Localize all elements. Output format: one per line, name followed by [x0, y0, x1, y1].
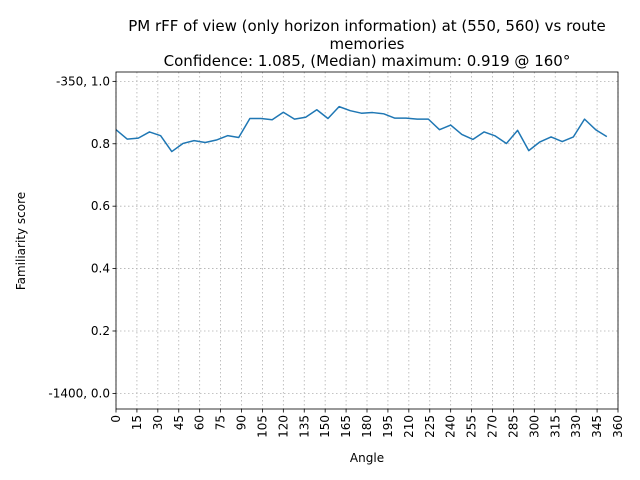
x-tick-label: 270: [486, 415, 500, 438]
chart-title-line-2: memories: [329, 35, 404, 53]
y-axis-label: Familiarity score: [14, 192, 28, 290]
x-axis-ticks: 0 15 30 45 60 75 90 105 120 135 150 165 180 195 210 225…: [109, 409, 625, 438]
y-tick-label: -350, 1.0: [56, 74, 110, 88]
y-tick-label: 0.2: [91, 324, 110, 338]
y-tick-label: -1400, 0.0: [48, 386, 110, 400]
x-tick-label: 315: [548, 415, 562, 438]
x-tick-label: 165: [339, 415, 353, 438]
grid-lines: [115, 72, 619, 409]
x-tick-label: 180: [360, 415, 374, 438]
y-axis-ticks: -1400, 0.0 0.2 0.4 0.6 0.8 -350, 1.0: [48, 74, 116, 400]
x-tick-label: 30: [151, 415, 165, 430]
series-line: [115, 105, 608, 153]
data-series: [115, 105, 608, 153]
y-tick-label: 0.4: [91, 262, 110, 276]
x-tick-label: 135: [297, 415, 311, 438]
chart-title: PM rFF of view (only horizon information…: [128, 17, 606, 70]
x-axis-label: Angle: [350, 451, 384, 465]
y-tick-label: 0.6: [91, 199, 110, 213]
x-tick-label: 90: [235, 415, 249, 430]
x-tick-label: 105: [255, 415, 269, 438]
x-tick-label: 330: [569, 415, 583, 438]
x-tick-label: 75: [214, 415, 228, 430]
x-tick-label: 225: [423, 415, 437, 438]
x-tick-label: 150: [318, 415, 332, 438]
chart-title-line-3: Confidence: 1.085, (Median) maximum: 0.9…: [164, 52, 571, 70]
x-tick-label: 60: [193, 415, 207, 430]
chart-title-line-1: PM rFF of view (only horizon information…: [128, 17, 606, 35]
y-tick-label: 0.8: [91, 137, 110, 151]
x-tick-label: 360: [611, 415, 625, 438]
x-tick-label: 300: [527, 415, 541, 438]
x-tick-label: 210: [402, 415, 416, 438]
x-tick-label: 285: [506, 415, 520, 438]
x-tick-label: 345: [590, 415, 604, 438]
x-tick-label: 15: [130, 415, 144, 430]
x-tick-label: 0: [109, 415, 123, 423]
x-tick-label: 240: [444, 415, 458, 438]
x-tick-label: 45: [172, 415, 186, 430]
x-tick-label: 195: [381, 415, 395, 438]
x-tick-label: 255: [465, 415, 479, 438]
x-tick-label: 120: [276, 415, 290, 438]
